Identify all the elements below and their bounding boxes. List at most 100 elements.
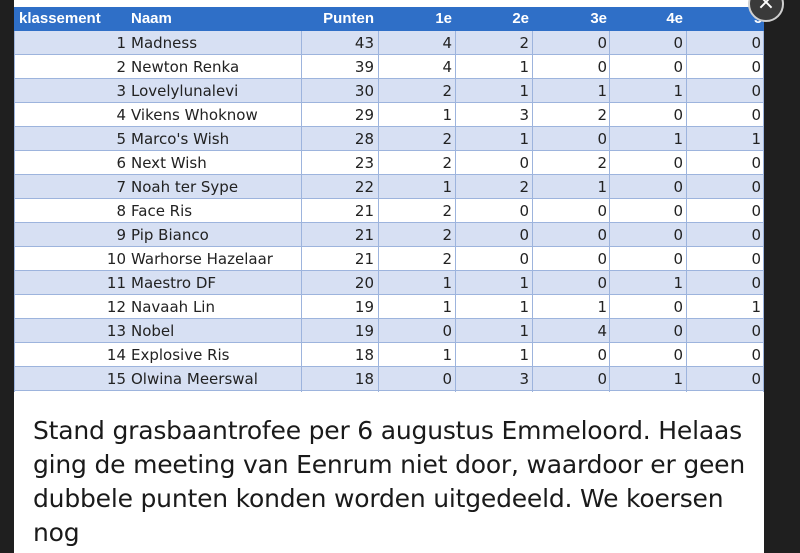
cell-p5: 0 bbox=[751, 58, 761, 76]
cell-p1: 2 bbox=[442, 82, 452, 100]
grid-line bbox=[763, 31, 764, 392]
cell-p4: 0 bbox=[673, 178, 683, 196]
cell-name: Lovelylunalevi bbox=[131, 82, 239, 100]
cell-rank: 15 bbox=[106, 370, 126, 388]
header-third: 3e bbox=[590, 10, 607, 27]
cell-name: Nobel bbox=[131, 322, 175, 340]
cell-p3: 0 bbox=[597, 346, 607, 364]
viewer-side-margin bbox=[764, 0, 800, 553]
table-row: 2 Newton Renka 39 4 1 0 0 0 bbox=[14, 55, 764, 79]
table-row: 3 Lovelylunalevi 30 2 1 1 1 0 bbox=[14, 79, 764, 103]
cell-name: Navaah Lin bbox=[131, 298, 215, 316]
cell-p2: 1 bbox=[519, 322, 529, 340]
cell-p3: 0 bbox=[597, 226, 607, 244]
cell-p4: 0 bbox=[673, 58, 683, 76]
header-rank: klassement bbox=[19, 10, 101, 27]
cell-p5: 0 bbox=[751, 154, 761, 172]
grid-line bbox=[609, 31, 610, 392]
cell-p4: 0 bbox=[673, 298, 683, 316]
cell-p5: 1 bbox=[751, 298, 761, 316]
grid-line bbox=[14, 31, 15, 392]
cell-points: 21 bbox=[354, 202, 374, 220]
cell-p3: 2 bbox=[597, 106, 607, 124]
table-row: 5 Marco's Wish 28 2 1 0 1 1 bbox=[14, 127, 764, 151]
cell-rank: 12 bbox=[106, 298, 126, 316]
cell-p5: 0 bbox=[751, 250, 761, 268]
cell-p1: 4 bbox=[442, 34, 452, 52]
cell-p2: 1 bbox=[519, 298, 529, 316]
cell-points: 30 bbox=[354, 82, 374, 100]
cell-p4: 1 bbox=[673, 82, 683, 100]
table-row: 4 Vikens Whoknow 29 1 3 2 0 0 bbox=[14, 103, 764, 127]
cell-p4: 0 bbox=[673, 154, 683, 172]
cell-p1: 0 bbox=[442, 322, 452, 340]
grid-line bbox=[378, 31, 379, 392]
cell-p4: 0 bbox=[673, 34, 683, 52]
cell-rank: 5 bbox=[116, 130, 126, 148]
cell-p2: 0 bbox=[519, 226, 529, 244]
cell-name: Next Wish bbox=[131, 154, 207, 172]
cell-p1: 2 bbox=[442, 202, 452, 220]
cell-p2: 0 bbox=[519, 250, 529, 268]
table-body: 1 Madness 43 4 2 0 0 0 2 Newton Renka 39 4 1 0 0 0 3 Love… bbox=[14, 31, 764, 391]
cell-p5: 1 bbox=[751, 130, 761, 148]
cell-name: Newton Renka bbox=[131, 58, 240, 76]
cell-p3: 1 bbox=[597, 82, 607, 100]
cell-p5: 0 bbox=[751, 178, 761, 196]
cell-points: 43 bbox=[354, 34, 374, 52]
cell-p2: 1 bbox=[519, 130, 529, 148]
header-first: 1e bbox=[435, 10, 452, 27]
cell-p4: 0 bbox=[673, 106, 683, 124]
cell-p5: 0 bbox=[751, 202, 761, 220]
cell-p5: 0 bbox=[751, 34, 761, 52]
post-caption: Stand grasbaantrofee per 6 augustus Emme… bbox=[14, 392, 764, 553]
cell-rank: 2 bbox=[116, 58, 126, 76]
cell-p3: 1 bbox=[597, 178, 607, 196]
cell-p1: 2 bbox=[442, 226, 452, 244]
cell-p3: 0 bbox=[597, 130, 607, 148]
cell-name: Noah ter Sype bbox=[131, 178, 239, 196]
cell-name: Pip Bianco bbox=[131, 226, 209, 244]
cell-rank: 14 bbox=[106, 346, 126, 364]
cell-p2: 1 bbox=[519, 274, 529, 292]
grid-line bbox=[686, 31, 687, 392]
cell-points: 18 bbox=[354, 370, 374, 388]
cell-name: Marco's Wish bbox=[131, 130, 230, 148]
cell-points: 19 bbox=[354, 322, 374, 340]
standings-table-image: klassement Naam Punten 1e 2e 3e 4e 5e 1 M… bbox=[14, 0, 764, 392]
cell-p3: 0 bbox=[597, 202, 607, 220]
cell-name: Maestro DF bbox=[131, 274, 217, 292]
table-row: 1 Madness 43 4 2 0 0 0 bbox=[14, 31, 764, 55]
cell-points: 39 bbox=[354, 58, 374, 76]
table-row: 12 Navaah Lin 19 1 1 1 0 1 bbox=[14, 295, 764, 319]
cell-p3: 0 bbox=[597, 370, 607, 388]
close-icon: × bbox=[756, 0, 776, 15]
cell-rank: 9 bbox=[116, 226, 126, 244]
cell-p4: 1 bbox=[673, 274, 683, 292]
cell-p4: 0 bbox=[673, 346, 683, 364]
cell-rank: 10 bbox=[106, 250, 126, 268]
table-row: 7 Noah ter Sype 22 1 2 1 0 0 bbox=[14, 175, 764, 199]
cell-p1: 0 bbox=[442, 370, 452, 388]
cell-points: 22 bbox=[354, 178, 374, 196]
cell-p1: 1 bbox=[442, 274, 452, 292]
grid-line bbox=[455, 31, 456, 392]
cell-points: 23 bbox=[354, 154, 374, 172]
cell-p1: 1 bbox=[442, 178, 452, 196]
cell-p1: 2 bbox=[442, 154, 452, 172]
cell-name: Olwina Meerswal bbox=[131, 370, 258, 388]
cell-rank: 13 bbox=[106, 322, 126, 340]
table-row: 11 Maestro DF 20 1 1 0 1 0 bbox=[14, 271, 764, 295]
cell-name: Warhorse Hazelaar bbox=[131, 250, 273, 268]
table-row: 13 Nobel 19 0 1 4 0 0 bbox=[14, 319, 764, 343]
header-points: Punten bbox=[323, 10, 374, 27]
cell-name: Vikens Whoknow bbox=[131, 106, 258, 124]
cell-rank: 7 bbox=[116, 178, 126, 196]
cell-p2: 1 bbox=[519, 346, 529, 364]
cell-p3: 0 bbox=[597, 58, 607, 76]
cell-points: 20 bbox=[354, 274, 374, 292]
header-fourth: 4e bbox=[666, 10, 683, 27]
header-second: 2e bbox=[512, 10, 529, 27]
table-row: 10 Warhorse Hazelaar 21 2 0 0 0 0 bbox=[14, 247, 764, 271]
cell-p4: 0 bbox=[673, 226, 683, 244]
